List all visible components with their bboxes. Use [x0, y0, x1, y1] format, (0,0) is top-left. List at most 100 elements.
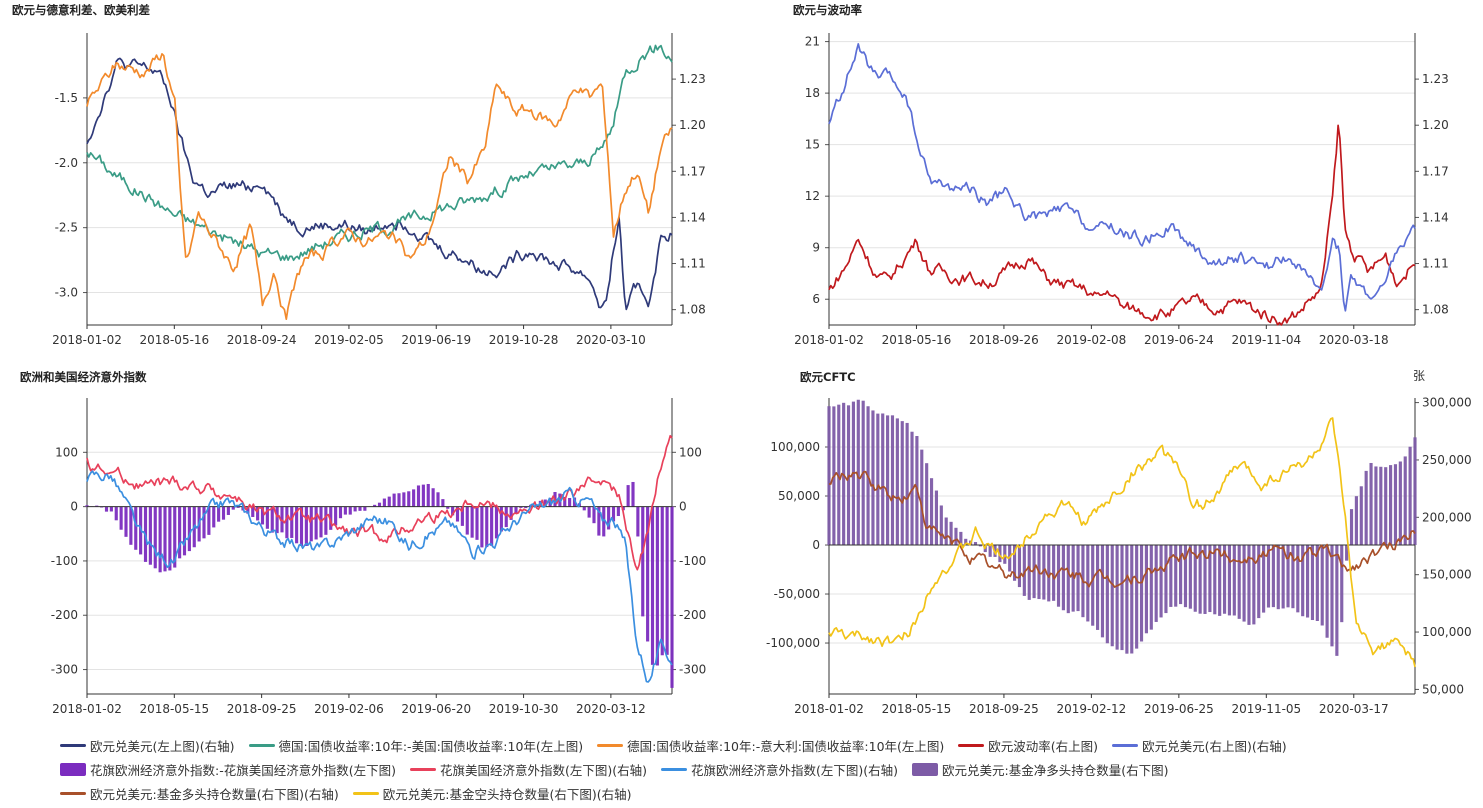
legend-item[interactable]: 花旗欧洲经济意外指数(左下图)(右轴): [661, 760, 898, 779]
bar: [290, 506, 294, 538]
legend-label: 欧元兑美元:基金空头持仓数量(右下图)(右轴): [382, 786, 632, 802]
bar: [602, 506, 606, 537]
bar: [153, 506, 157, 569]
legend-swatch: [661, 767, 687, 771]
bar: [1144, 545, 1148, 634]
bar: [382, 498, 386, 507]
bar: [285, 506, 289, 539]
series-line: [86, 434, 673, 571]
bar: [1310, 545, 1315, 621]
bar: [1305, 545, 1310, 618]
bar: [1408, 446, 1412, 546]
bar: [1183, 545, 1188, 608]
bar: [1247, 545, 1251, 625]
bar: [270, 506, 274, 533]
bar: [1276, 545, 1280, 610]
bar: [1100, 545, 1105, 638]
legend-item[interactable]: 花旗美国经济意外指数(左下图)(右轴): [409, 760, 647, 779]
legend-item[interactable]: 德国:国债收益率:10年:-美国:国债收益率:10年(左上图): [248, 736, 584, 755]
bar: [1017, 545, 1022, 588]
y-right-tick-label: 100: [679, 445, 702, 459]
legend-item[interactable]: 欧元波动率(右上图): [958, 736, 1098, 755]
legend-item[interactable]: 欧元兑美元:基金多头持仓数量(右下图)(右轴): [60, 784, 339, 803]
x-tick-label: 2019-11-04: [1231, 333, 1301, 347]
bar: [1105, 545, 1109, 644]
bar: [1222, 545, 1227, 614]
bar: [1320, 545, 1324, 626]
legend-swatch: [409, 767, 436, 771]
bar: [1349, 509, 1354, 546]
series-line: [828, 417, 1416, 668]
legend-item[interactable]: 欧元兑美元:基金净多头持仓数量(右下图): [912, 760, 1168, 779]
legend-swatch: [597, 743, 624, 747]
legend-item[interactable]: 欧元兑美元(右上图)(右轴): [1112, 736, 1287, 755]
y-right-tick-label: 1.17: [1422, 164, 1449, 178]
bar: [1345, 545, 1349, 561]
bar: [236, 506, 240, 508]
bar: [636, 506, 640, 537]
bar: [665, 506, 669, 655]
bar: [1227, 545, 1232, 616]
bar: [431, 488, 435, 507]
bar: [392, 493, 396, 507]
x-tick-label: 2020-03-10: [576, 333, 646, 347]
x-tick-label: 2019-02-08: [1057, 333, 1127, 347]
y-left-tick-label: 12: [805, 189, 820, 203]
bar: [592, 506, 596, 524]
chart-title: 欧元CFTC: [800, 370, 856, 384]
legend-row: 欧元兑美元(左上图)(右轴) 德国:国债收益率:10年:-美国:国债收益率:10年…: [60, 733, 1460, 757]
bar: [1169, 545, 1173, 607]
bar: [1120, 545, 1124, 651]
bar: [499, 506, 503, 532]
bar: [246, 506, 250, 514]
x-tick-label: 2018-05-15: [882, 702, 952, 716]
bar: [309, 506, 313, 542]
chart-title: 欧元与波动率: [793, 3, 862, 17]
y-right-tick-label: 250,000: [1422, 453, 1472, 467]
y-right-tick-label: 1.23: [679, 72, 706, 86]
x-tick-label: 2018-09-26: [969, 333, 1039, 347]
bar: [1257, 545, 1261, 619]
y-left-tick-label: 0: [70, 500, 78, 514]
x-tick-label: 2020-03-18: [1319, 333, 1389, 347]
bar: [329, 506, 333, 530]
legend-item[interactable]: 德国:国债收益率:10年:-意大利:国债收益率:10年(左上图): [597, 736, 944, 755]
series-line: [86, 470, 673, 683]
bar: [280, 506, 284, 533]
legend-label: 德国:国债收益率:10年:-美国:国债收益率:10年(左上图): [278, 738, 584, 754]
legend-item[interactable]: 欧元兑美元(左上图)(右轴): [60, 736, 235, 755]
legend-row: 欧元兑美元:基金多头持仓数量(右下图)(右轴) 欧元兑美元:基金空头持仓数量(右下…: [60, 781, 1460, 805]
bar: [925, 463, 929, 546]
bar: [1271, 545, 1275, 608]
chart-title: 欧洲和美国经济意外指数: [20, 370, 147, 384]
legend-swatch: [60, 762, 86, 776]
bar: [1125, 545, 1129, 654]
y-right-tick-label: 1.08: [679, 303, 706, 317]
bar: [1262, 545, 1266, 613]
bar: [1032, 545, 1036, 599]
legend-item[interactable]: 欧元兑美元:基金空头持仓数量(右下图)(右轴): [352, 784, 632, 803]
bar: [1139, 545, 1144, 642]
bar: [1281, 545, 1285, 609]
bar: [646, 506, 650, 642]
bar: [881, 413, 885, 546]
chart-c3: 欧洲和美国经济意外指数 100 0 -100 -200 -300 100 0 -100 -200 -…: [20, 370, 706, 716]
bar: [1047, 545, 1051, 602]
bar: [202, 506, 206, 539]
bar: [1330, 545, 1334, 647]
y-right-tick-label: 1.20: [679, 118, 706, 132]
bar: [660, 506, 664, 656]
legend-item[interactable]: 花旗欧洲经济意外指数:-花旗美国经济意外指数(左下图): [60, 760, 396, 779]
y-left-tick-label: -300: [51, 663, 78, 677]
bar: [631, 481, 635, 507]
x-tick-label: 2018-01-02: [52, 702, 122, 716]
bar: [1203, 545, 1207, 614]
bar: [353, 506, 357, 512]
bar: [168, 506, 172, 571]
legend-swatch: [248, 743, 275, 747]
bar: [173, 506, 177, 568]
legend-label: 欧元兑美元(左上图)(右轴): [90, 738, 235, 754]
bar: [856, 399, 860, 546]
bar: [421, 484, 425, 507]
